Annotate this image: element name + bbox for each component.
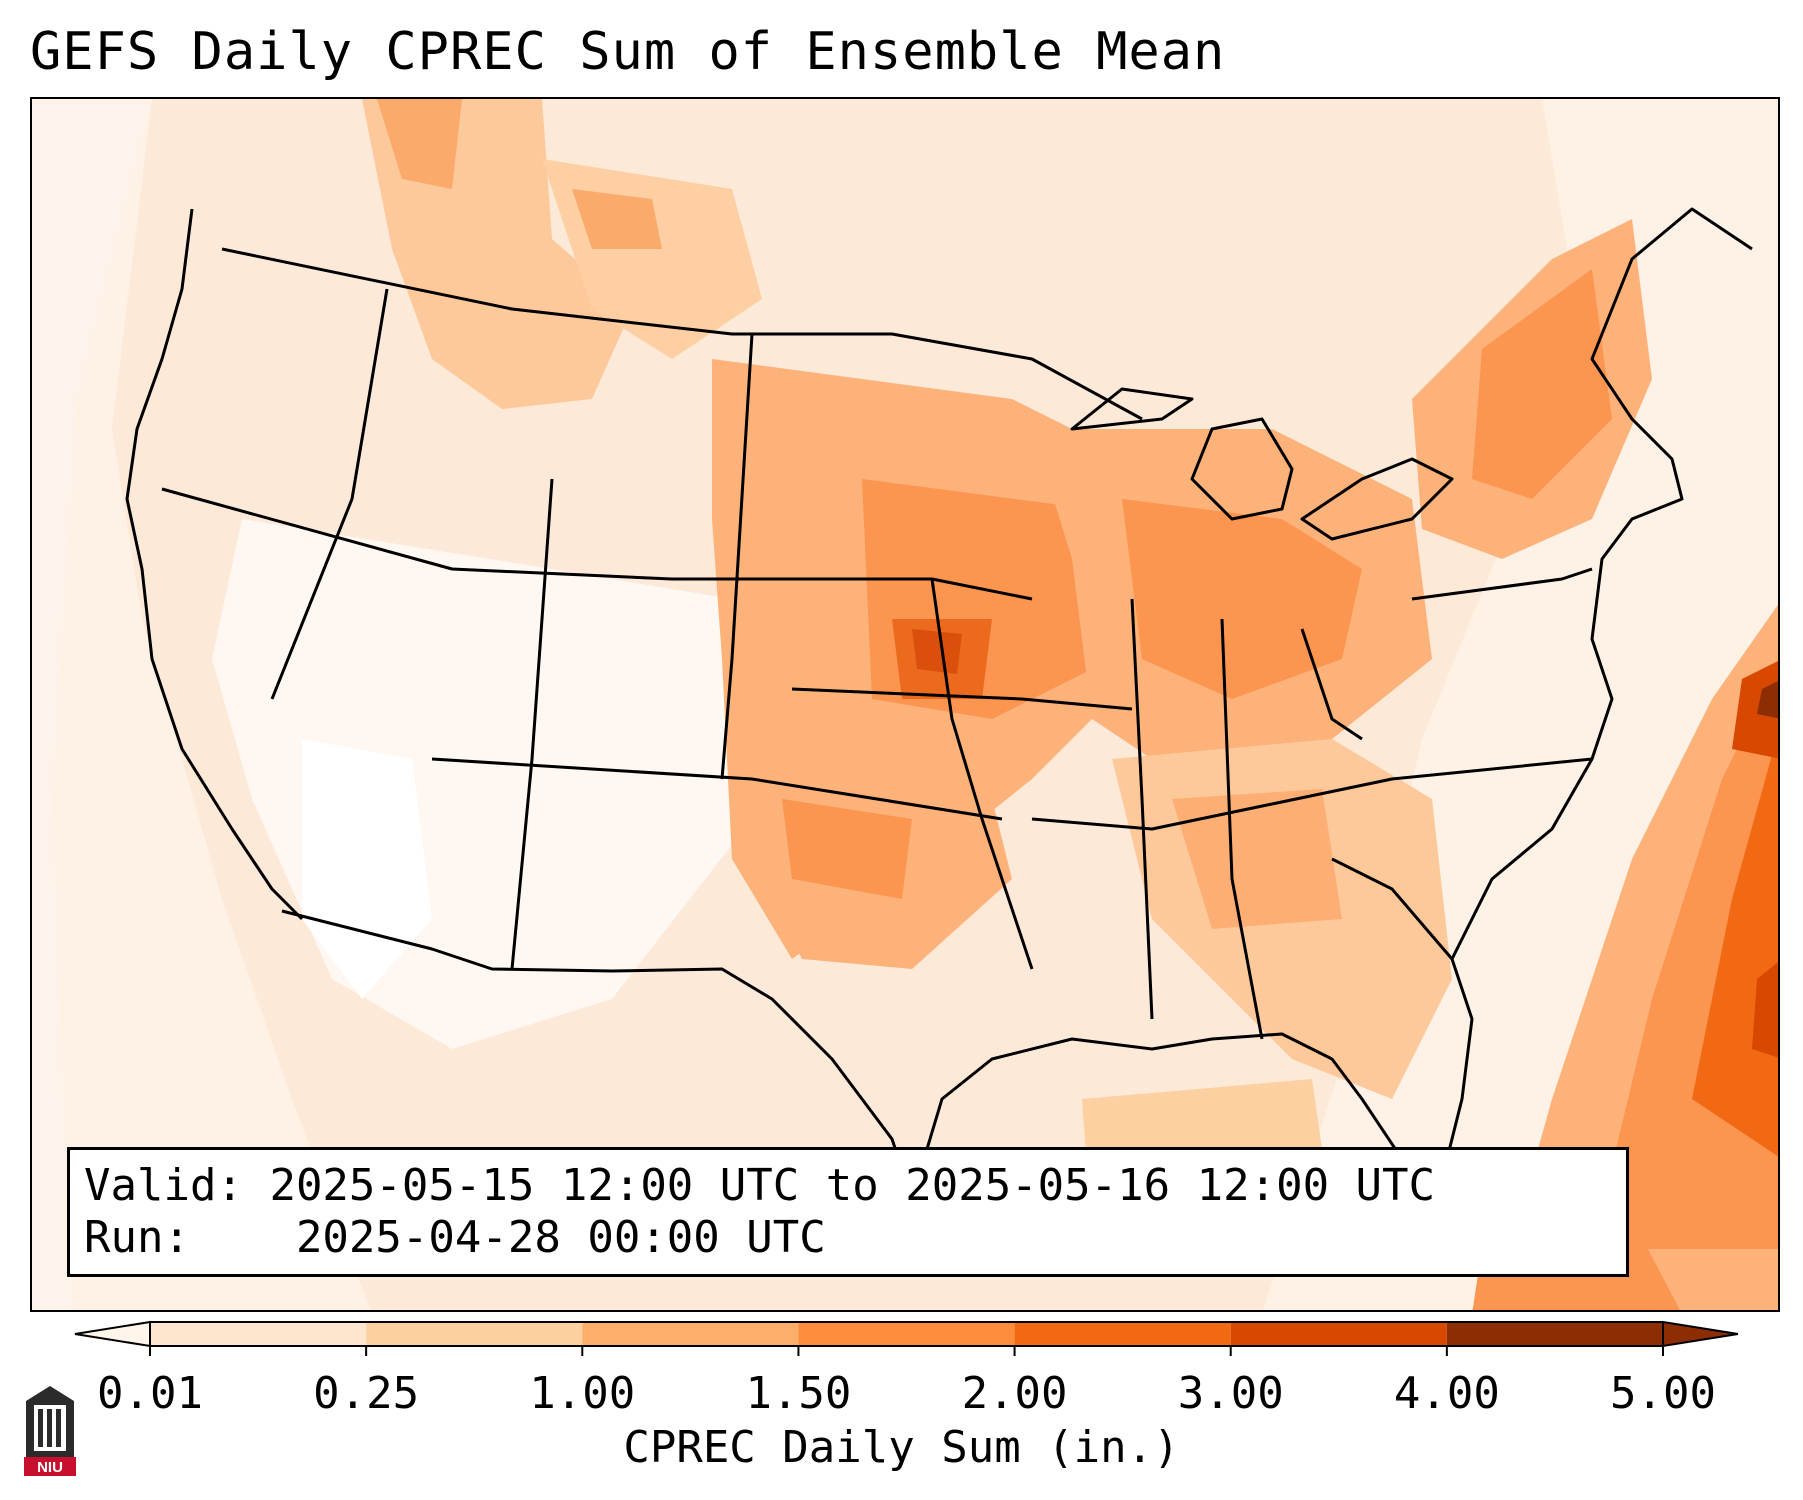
colorbar-tick-label: 2.00	[962, 1368, 1068, 1419]
precip-shading	[112, 99, 1778, 1310]
valid-label: Valid:	[84, 1160, 243, 1211]
map-panel	[30, 97, 1780, 1312]
colorbar-segment	[1446, 1322, 1663, 1346]
logo-text: NIU	[37, 1459, 63, 1476]
colorbar-segment	[582, 1322, 799, 1346]
precip-map	[32, 99, 1778, 1310]
map-title: GEFS Daily CPREC Sum of Ensemble Mean	[30, 22, 1226, 82]
niu-logo: NIU	[24, 1386, 76, 1476]
colorbar-segment	[798, 1322, 1015, 1346]
colorbar-tick-label: 5.00	[1610, 1368, 1716, 1419]
colorbar-outline	[149, 1321, 1664, 1347]
colorbar-segment	[150, 1322, 367, 1346]
colorbar: 0.01 0.25 1.00 1.50 2.00 3.00 4.00 5.00	[74, 1320, 1739, 1419]
valid-value: 2025-05-15 12:00 UTC to 2025-05-16 12:00…	[269, 1160, 1436, 1211]
colorbar-title: CPREC Daily Sum (in.)	[623, 1422, 1180, 1473]
valid-time-box: Valid: 2025-05-15 12:00 UTC to 2025-05-1…	[67, 1147, 1629, 1277]
colorbar-tick-label: 3.00	[1178, 1368, 1284, 1419]
colorbar-tick-label: 0.01	[97, 1368, 203, 1419]
colorbar-extend-high	[1662, 1320, 1739, 1348]
colorbar-segment	[1230, 1322, 1447, 1346]
colorbar-tick-label: 4.00	[1394, 1368, 1500, 1419]
colorbar-segment	[366, 1322, 583, 1346]
run-label: Run:	[84, 1212, 190, 1263]
colorbar-tick-label: 1.50	[745, 1368, 851, 1419]
colorbar-tick-label: 1.00	[529, 1368, 635, 1419]
map-boundaries	[125, 207, 1753, 1200]
colorbar-segment	[1014, 1322, 1231, 1346]
colorbar-extend-low	[74, 1320, 151, 1348]
colorbar-tick-label: 0.25	[313, 1368, 419, 1419]
run-value: 2025-04-28 00:00 UTC	[295, 1212, 826, 1263]
